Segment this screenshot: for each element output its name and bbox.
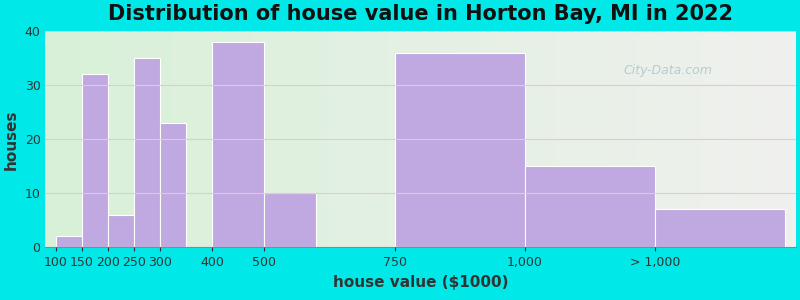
Title: Distribution of house value in Horton Bay, MI in 2022: Distribution of house value in Horton Ba… [108,4,733,24]
Bar [525,166,655,247]
Bar [82,74,108,247]
Text: City-Data.com: City-Data.com [624,64,713,77]
Bar [394,53,525,247]
Y-axis label: houses: houses [4,109,19,169]
Bar [56,236,82,247]
Bar [655,209,786,247]
Bar [134,58,160,247]
X-axis label: house value ($1000): house value ($1000) [333,275,508,290]
Bar [108,215,134,247]
Bar [264,193,317,247]
Bar [212,42,264,247]
Bar [160,123,186,247]
